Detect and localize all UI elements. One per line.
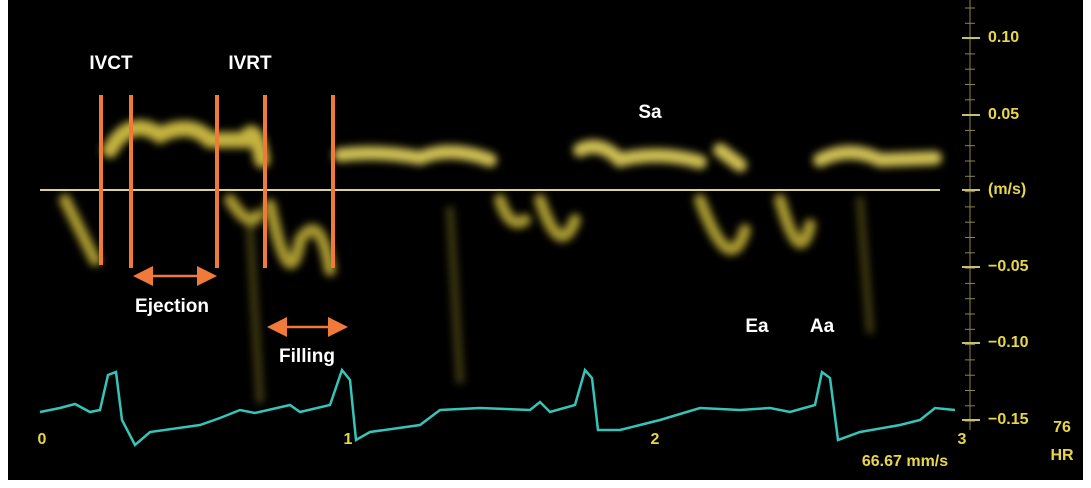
- time-tick-label: 0: [38, 431, 47, 448]
- velocity-tick-label: 0.05: [988, 106, 1019, 123]
- ejection-label: Ejection: [135, 296, 209, 317]
- sa-label: Sa: [638, 102, 662, 123]
- velocity-tick-label: −0.05: [988, 258, 1029, 275]
- doppler-screenshot: IVCT IVRT Ejection Filling Sa Ea Aa 76 H…: [0, 0, 1091, 488]
- ivrt-label: IVRT: [228, 53, 272, 74]
- ivct-label: IVCT: [89, 53, 133, 74]
- heart-rate-label: HR: [1050, 447, 1074, 464]
- velocity-tick-label: 0.10: [988, 29, 1019, 46]
- aa-label: Aa: [810, 316, 835, 337]
- velocity-tick-label: −0.15: [988, 411, 1029, 428]
- velocity-tick-label: (m/s): [988, 181, 1026, 198]
- time-tick-label: 3: [958, 431, 967, 448]
- time-tick-label: 2: [651, 431, 660, 448]
- time-tick-label: 1: [344, 431, 353, 448]
- heart-rate-value: 76: [1053, 419, 1071, 436]
- filling-label: Filling: [279, 346, 335, 367]
- sweep-speed: 66.67 mm/s: [862, 453, 948, 470]
- velocity-tick-label: −0.10: [988, 334, 1029, 351]
- ea-label: Ea: [745, 316, 769, 337]
